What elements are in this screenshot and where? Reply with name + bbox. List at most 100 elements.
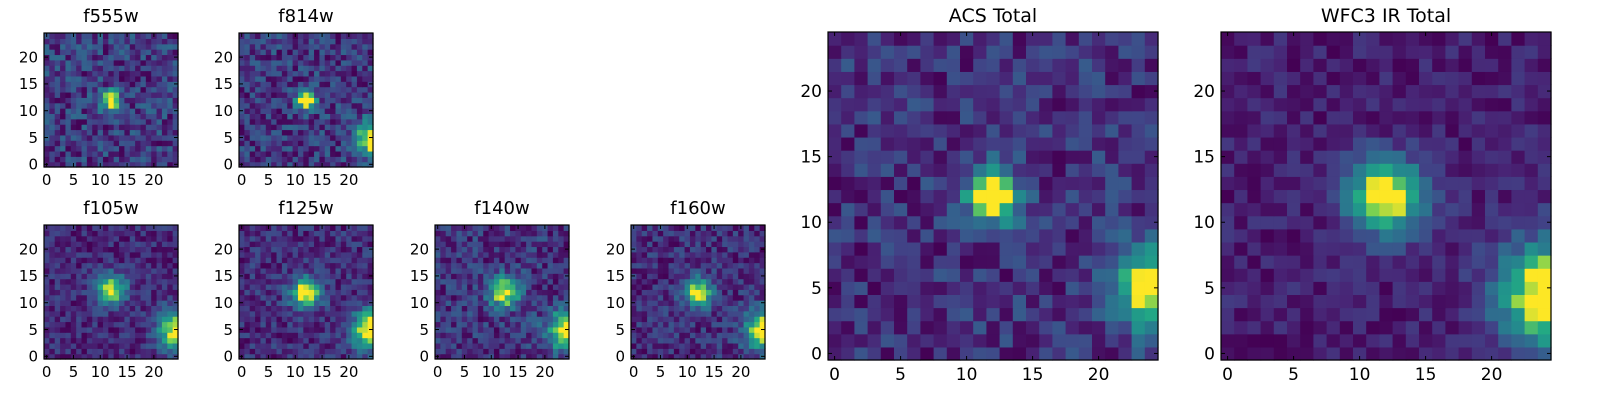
heatmap-cell xyxy=(65,124,72,131)
heatmap-cell xyxy=(356,86,363,93)
heatmap-cell xyxy=(271,161,278,168)
heatmap-cell xyxy=(520,235,527,242)
heatmap-cell xyxy=(335,246,342,253)
heatmap-cell xyxy=(552,342,559,349)
heatmap-cell xyxy=(297,235,304,242)
heatmap-cell xyxy=(657,289,664,296)
heatmap-cell xyxy=(673,321,680,328)
heatmap-cell xyxy=(303,33,310,39)
heatmap-cell xyxy=(689,273,696,280)
heatmap-cell xyxy=(515,289,522,296)
heatmap-cell xyxy=(1026,268,1040,282)
heatmap-cell xyxy=(504,342,511,349)
heatmap-cell xyxy=(362,113,369,120)
heatmap-cell xyxy=(558,235,565,242)
heatmap-cell xyxy=(249,86,256,93)
heatmap-cell xyxy=(536,353,543,360)
heatmap-cell xyxy=(156,145,163,152)
heatmap-cell xyxy=(563,332,570,339)
x-tick-label: 15 xyxy=(509,363,528,381)
heatmap-cell xyxy=(119,267,125,274)
heatmap-cell xyxy=(510,267,516,274)
heatmap-cell xyxy=(167,134,174,141)
heatmap-cell xyxy=(161,108,168,114)
heatmap-cell xyxy=(260,65,267,72)
heatmap-cell xyxy=(946,333,961,348)
heatmap-cell xyxy=(1326,215,1341,230)
heatmap-cell xyxy=(54,273,61,280)
heatmap-cell xyxy=(292,129,299,136)
heatmap-cell xyxy=(716,353,723,360)
heatmap-cell xyxy=(97,294,104,301)
heatmap-cell xyxy=(151,337,158,344)
heatmap-cell xyxy=(356,140,363,147)
heatmap-cell xyxy=(319,38,326,45)
heatmap-cell xyxy=(92,59,99,66)
heatmap-cell xyxy=(727,326,734,333)
heatmap-cell xyxy=(271,140,278,147)
heatmap-cell xyxy=(689,353,696,360)
heatmap-cell xyxy=(54,118,61,125)
heatmap-cell xyxy=(167,348,174,355)
heatmap-cell xyxy=(265,156,272,163)
heatmap-cell xyxy=(324,145,331,152)
heatmap-cell xyxy=(129,70,136,77)
heatmap-cell xyxy=(759,342,766,349)
heatmap-cell xyxy=(558,289,565,296)
heatmap-cell xyxy=(960,268,974,282)
heatmap-cell xyxy=(542,278,549,285)
heatmap-cell xyxy=(281,156,288,163)
heatmap-cell xyxy=(356,262,363,269)
heatmap-cell xyxy=(49,140,56,147)
heatmap-cell xyxy=(129,75,136,82)
heatmap-cell xyxy=(108,134,115,141)
heatmap-cell xyxy=(711,332,718,339)
heatmap-cell xyxy=(65,59,72,66)
heatmap-cell xyxy=(1078,320,1093,335)
heatmap-cell xyxy=(265,145,272,152)
heatmap-cell xyxy=(1471,163,1486,177)
heatmap-cell xyxy=(135,353,142,360)
heatmap-cell xyxy=(113,124,120,131)
heatmap-cell xyxy=(97,332,104,339)
heatmap-cells xyxy=(1221,32,1552,361)
heatmap-cell xyxy=(367,278,374,285)
heatmap-cell xyxy=(49,251,56,258)
heatmap-cell xyxy=(260,75,267,82)
heatmap-cell xyxy=(287,129,294,136)
heatmap-cell xyxy=(161,235,168,242)
heatmap-cell xyxy=(700,225,707,231)
heatmap-cell xyxy=(308,342,315,349)
heatmap-cell xyxy=(156,289,163,296)
heatmap-cell xyxy=(172,235,179,242)
heatmap-cell xyxy=(351,348,358,355)
heatmap-cell xyxy=(668,321,675,328)
heatmap-cell xyxy=(1471,294,1486,309)
heatmap-cell xyxy=(260,49,267,56)
heatmap-cell xyxy=(1247,215,1262,230)
heatmap-cell xyxy=(151,108,158,114)
heatmap-cell xyxy=(335,54,342,61)
heatmap-cell xyxy=(308,75,315,82)
heatmap-cell xyxy=(547,337,554,344)
heatmap-cell xyxy=(172,289,179,296)
heatmap-cell xyxy=(673,278,680,285)
heatmap-cell xyxy=(362,305,369,312)
heatmap-cell xyxy=(145,262,152,269)
heatmap-cell xyxy=(65,241,72,248)
heatmap-cell xyxy=(330,273,337,280)
heatmap-cell xyxy=(70,267,77,274)
heatmap-cell xyxy=(119,332,125,339)
heatmap-cell xyxy=(249,161,256,168)
heatmap-cell xyxy=(679,262,686,269)
heatmap-cell xyxy=(440,294,447,301)
heatmap-cell xyxy=(504,251,511,258)
heatmap-cell xyxy=(276,300,283,306)
heatmap-cell xyxy=(520,321,527,328)
heatmap-cell xyxy=(706,294,712,301)
heatmap-cell xyxy=(451,321,458,328)
heatmap-cell xyxy=(124,262,131,269)
heatmap-cell xyxy=(70,91,77,98)
heatmap-cell xyxy=(356,278,363,285)
heatmap-cell xyxy=(552,278,559,285)
